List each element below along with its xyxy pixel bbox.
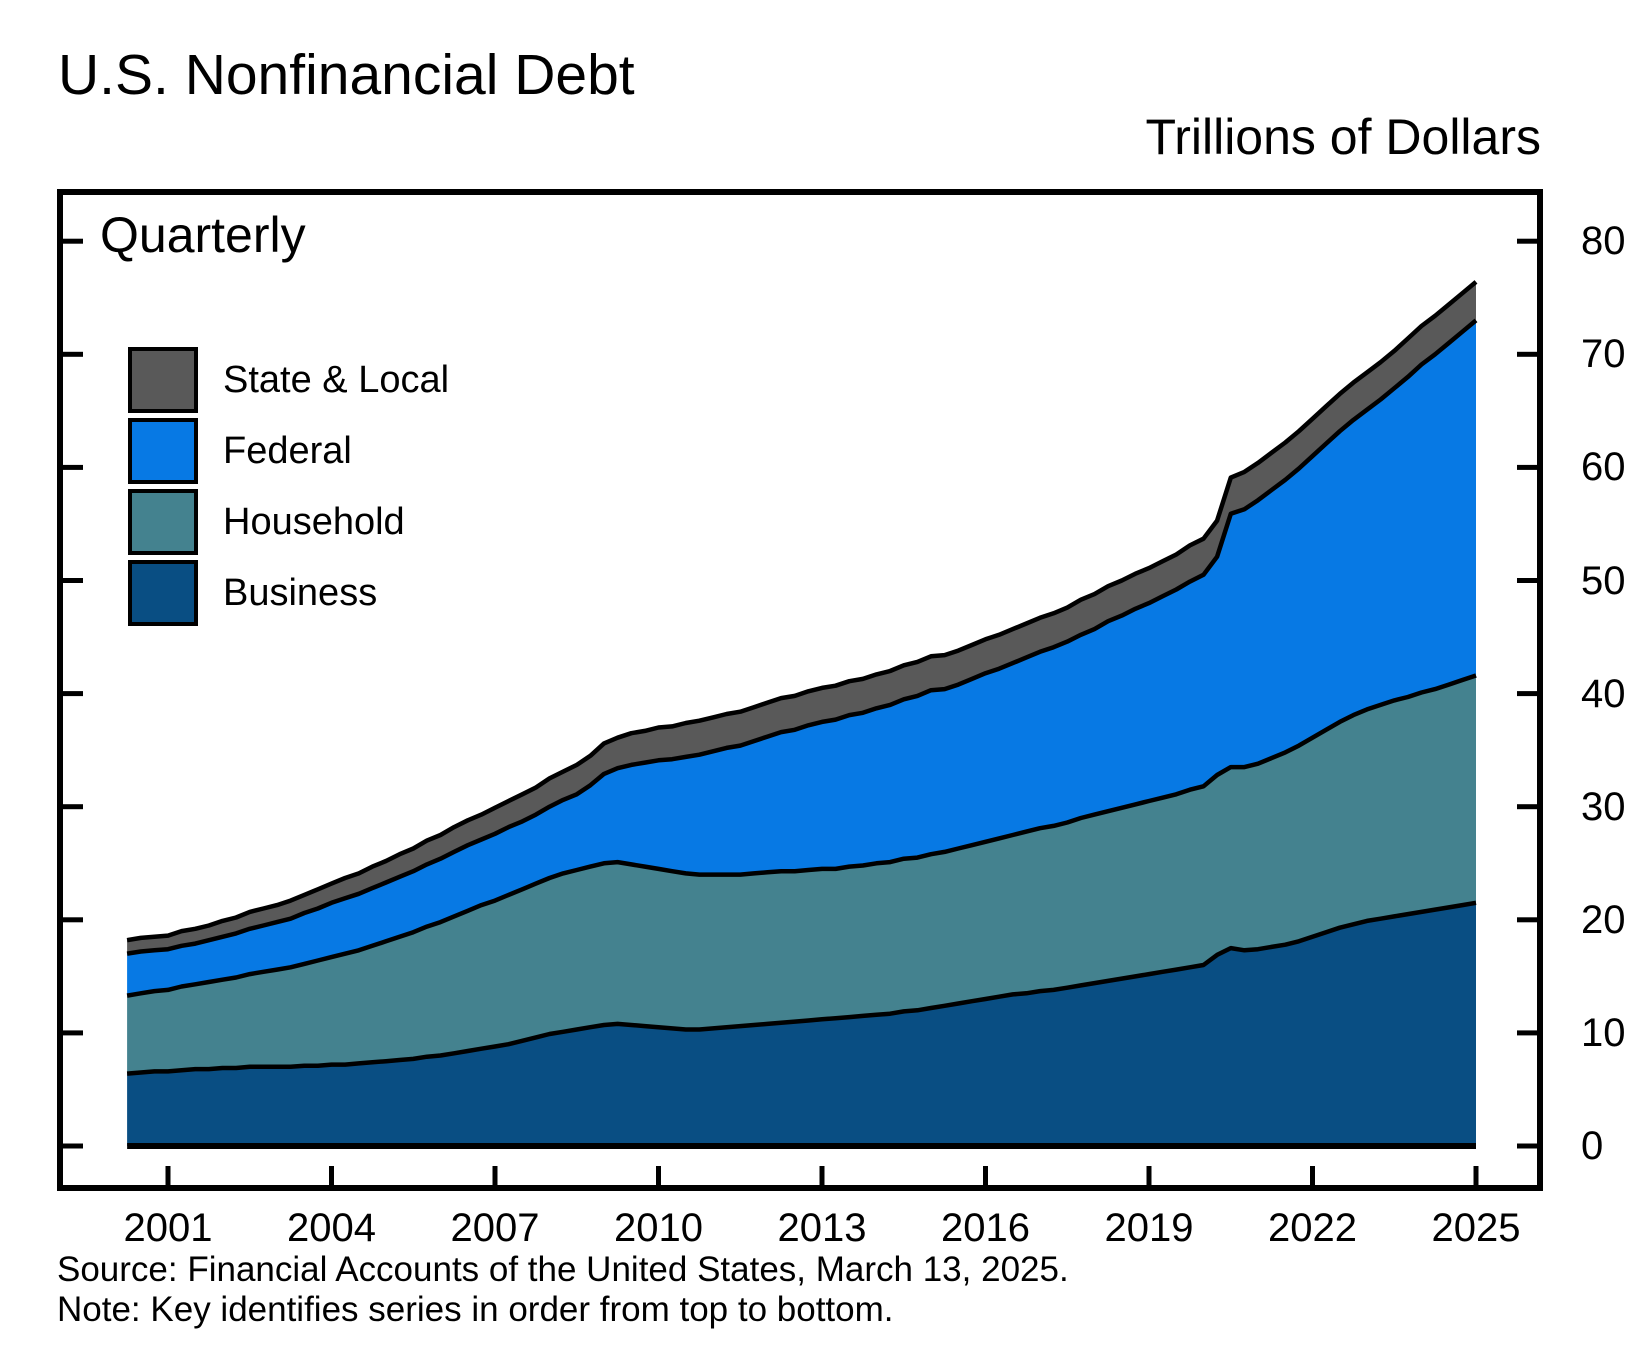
y-axis-tick-left	[63, 917, 83, 923]
y-axis-tick-left	[63, 578, 83, 583]
y-axis-tick-left	[63, 464, 83, 470]
legend-label: State & Local	[223, 358, 450, 401]
x-axis-tick	[819, 1166, 825, 1188]
boundary-line-business	[126, 900, 1477, 1076]
y-axis-tick-left	[63, 238, 83, 244]
x-axis-tick	[983, 1166, 988, 1188]
y-axis-tick-right	[1517, 578, 1537, 583]
y-tick-label: 30	[1581, 784, 1626, 829]
legend-label: Household	[223, 500, 405, 543]
frequency-label: Quarterly	[100, 207, 306, 263]
y-tick-label: 70	[1581, 332, 1626, 377]
x-axis-tick	[165, 1166, 171, 1188]
legend-swatch-business	[128, 560, 198, 626]
y-axis-tick-right	[1517, 917, 1537, 923]
y-tick-label: 0	[1581, 1124, 1604, 1168]
x-tick-label: 2022	[1268, 1206, 1357, 1250]
source-line: Source: Financial Accounts of the United…	[57, 1250, 1069, 1289]
y-axis-tick-left	[63, 804, 83, 810]
y-axis-tick-right	[1517, 351, 1537, 357]
x-axis-tick	[656, 1166, 661, 1188]
x-tick-label: 2025	[1431, 1206, 1521, 1250]
y-axis-tick-right	[1517, 238, 1537, 244]
legend: State & Local Federal Household Business	[128, 347, 449, 631]
note-line: Note: Key identifies series in order fro…	[57, 1290, 894, 1329]
boundary-line-household	[126, 673, 1477, 998]
y-axis-tick-left	[63, 1030, 83, 1036]
legend-swatch-household	[128, 489, 198, 555]
y-tick-label: 10	[1581, 1010, 1626, 1055]
boundary-line-state-local	[126, 280, 1478, 943]
area-band-business	[127, 902, 1477, 1146]
y-tick-label: 50	[1581, 558, 1626, 603]
x-tick-label: 2019	[1104, 1206, 1194, 1250]
y-axis-tick-right	[1517, 804, 1537, 810]
x-tick-label: 2001	[123, 1206, 213, 1250]
x-axis-tick	[1310, 1166, 1315, 1188]
x-tick-label: 2010	[614, 1206, 703, 1250]
y-tick-label: 20	[1581, 897, 1626, 942]
legend-item: State & Local	[128, 347, 449, 413]
units-label: Trillions of Dollars	[1145, 109, 1541, 165]
y-axis-tick-left	[63, 351, 83, 357]
y-tick-label: 80	[1581, 219, 1626, 264]
legend-item: Business	[128, 560, 449, 626]
boundary-line-federal	[126, 318, 1478, 956]
y-tick-label: 40	[1581, 671, 1626, 716]
legend-item: Federal	[128, 418, 449, 484]
page-title: U.S. Nonfinancial Debt	[58, 43, 635, 107]
x-axis-tick	[492, 1166, 498, 1188]
x-tick-label: 2016	[941, 1206, 1030, 1250]
x-axis-tick	[1146, 1166, 1152, 1188]
x-axis-tick	[1473, 1166, 1479, 1188]
x-axis-tick	[329, 1166, 334, 1188]
legend-swatch-federal	[128, 418, 198, 484]
legend-swatch-state-local	[128, 347, 198, 413]
y-axis-tick-right	[1517, 1030, 1537, 1036]
y-axis-tick-left	[63, 691, 83, 697]
legend-item: Household	[128, 489, 449, 555]
x-tick-label: 2013	[777, 1206, 867, 1250]
y-axis-tick-right	[1517, 464, 1537, 470]
legend-label: Federal	[223, 429, 352, 472]
y-axis-tick-left	[63, 1143, 83, 1149]
y-tick-label: 60	[1581, 445, 1626, 490]
y-axis-tick-right	[1517, 1143, 1537, 1149]
x-tick-label: 2007	[450, 1206, 540, 1250]
plot-border	[57, 189, 1543, 1191]
y-axis-tick-right	[1517, 691, 1537, 697]
x-tick-label: 2004	[287, 1206, 376, 1250]
legend-label: Business	[223, 571, 378, 614]
